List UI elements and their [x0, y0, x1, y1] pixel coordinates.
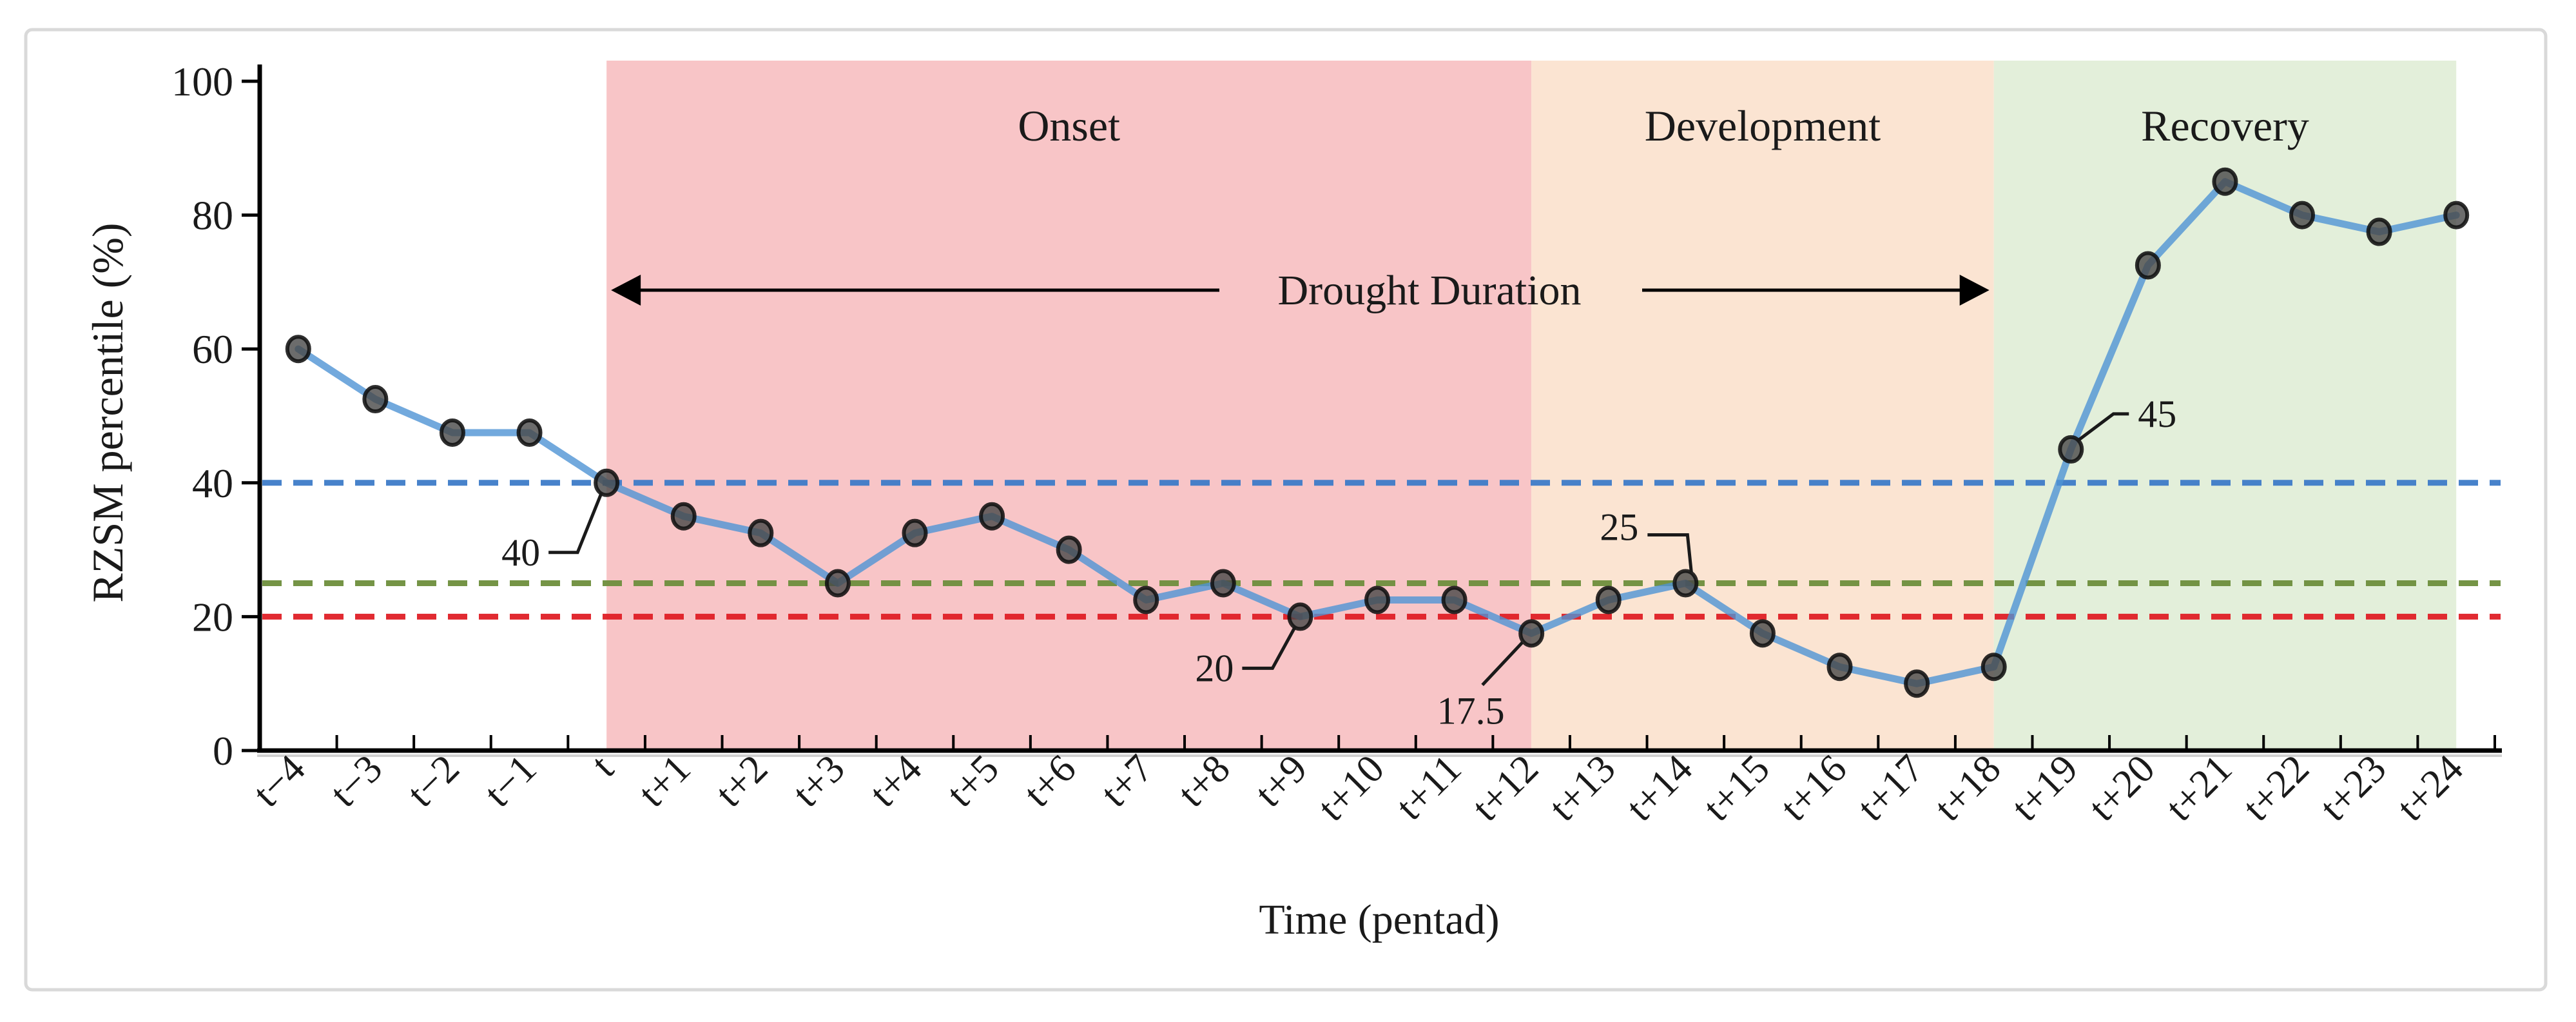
x-axis-title: Time (pentad): [1259, 896, 1499, 943]
y-tick-label: 0: [213, 728, 233, 774]
data-point-t+9: [1287, 602, 1313, 631]
drought-duration-label: Drought Duration: [1277, 267, 1581, 314]
annotation-label-45: 45: [2138, 393, 2176, 435]
data-point-t+13: [1595, 585, 1622, 614]
threshold-reference-lines: [262, 480, 2501, 620]
x-category-label: t+18: [1926, 747, 2009, 830]
y-tick-label: 100: [171, 59, 233, 104]
data-point-t−2: [439, 418, 465, 447]
x-category-label: t+14: [1618, 747, 1701, 830]
annotation-label-25: 25: [1600, 506, 1638, 549]
x-category-label: t+13: [1541, 747, 1624, 830]
data-point-t+23: [2366, 217, 2392, 246]
data-point-t+2: [748, 518, 774, 547]
data-point-t+16: [1826, 653, 1853, 682]
data-point-t+4: [902, 518, 928, 547]
figure-border: [24, 28, 2548, 992]
arrow-head-left: [611, 275, 641, 306]
x-category-label: t+17: [1849, 747, 1932, 830]
data-point-t−1: [516, 418, 543, 447]
y-axis-title: RZSM percentile (%): [83, 222, 132, 602]
y-tick-label: 40: [192, 460, 233, 506]
x-category-label: t+15: [1695, 747, 1778, 830]
annotation-leader-20: [1242, 626, 1297, 670]
phase-band-onset: [606, 61, 1532, 749]
data-point-t+7: [1133, 585, 1159, 614]
x-category-label: t+24: [2388, 747, 2472, 830]
phase-label-development: Development: [1645, 101, 1881, 150]
data-point-t+3: [824, 569, 851, 598]
data-point-t+24: [2443, 201, 2470, 230]
annotation-leader-17.5: [1481, 641, 1524, 687]
x-category-label: t+10: [1310, 747, 1393, 830]
data-point-t+10: [1364, 585, 1390, 614]
x-category-label: t+22: [2234, 747, 2318, 830]
x-category-label: t+21: [2158, 747, 2241, 830]
data-point-t+20: [2135, 251, 2161, 280]
data-point-t+19: [2058, 435, 2084, 464]
arrow-head-right: [1959, 275, 1990, 306]
data-point-t−4: [285, 335, 311, 364]
data-point-t+6: [1056, 535, 1082, 564]
y-tick-label: 20: [192, 594, 233, 640]
data-point-t: [594, 468, 620, 497]
x-category-label: t+19: [2003, 747, 2086, 830]
data-point-t+11: [1441, 585, 1467, 614]
y-tick-label: 60: [192, 326, 233, 372]
phase-label-recovery: Recovery: [2141, 101, 2309, 150]
annotation-label-40: 40: [501, 531, 540, 574]
data-point-t−3: [362, 385, 389, 414]
data-point-t+17: [1904, 669, 1930, 698]
y-tick-label: 80: [192, 193, 233, 239]
data-point-t+5: [979, 502, 1005, 531]
data-point-t+14: [1672, 569, 1699, 598]
x-category-label: t+20: [2080, 747, 2164, 830]
x-category-label: t+12: [1464, 747, 1547, 830]
phase-label-onset: Onset: [1018, 101, 1120, 150]
data-point-t+15: [1749, 619, 1776, 648]
data-point-t+22: [2289, 201, 2316, 230]
annotation-label-20: 20: [1195, 647, 1234, 689]
data-point-t+21: [2212, 167, 2238, 196]
drought-duration-arrow: [611, 275, 1990, 306]
annotation-leader-25: [1647, 533, 1693, 573]
annotation-label-17.5: 17.5: [1437, 689, 1505, 732]
data-point-t+18: [1980, 653, 2007, 682]
data-point-t+1: [670, 502, 697, 531]
point-annotations: 40 20 17.5 25 45: [501, 393, 2176, 732]
phase-band-recovery: [1993, 61, 2457, 749]
x-category-label: t+16: [1772, 747, 1855, 830]
annotation-leader-40: [548, 492, 603, 555]
annotation-leader-45: [2076, 412, 2129, 442]
phase-bands: [606, 61, 2457, 749]
x-category-label: t+11: [1388, 747, 1469, 829]
x-category-label: t+23: [2312, 747, 2395, 830]
data-series: [285, 167, 2470, 698]
data-point-t+8: [1210, 569, 1236, 598]
data-point-t+12: [1518, 619, 1545, 648]
phase-labels: Onset Development Recovery: [1018, 101, 2309, 150]
